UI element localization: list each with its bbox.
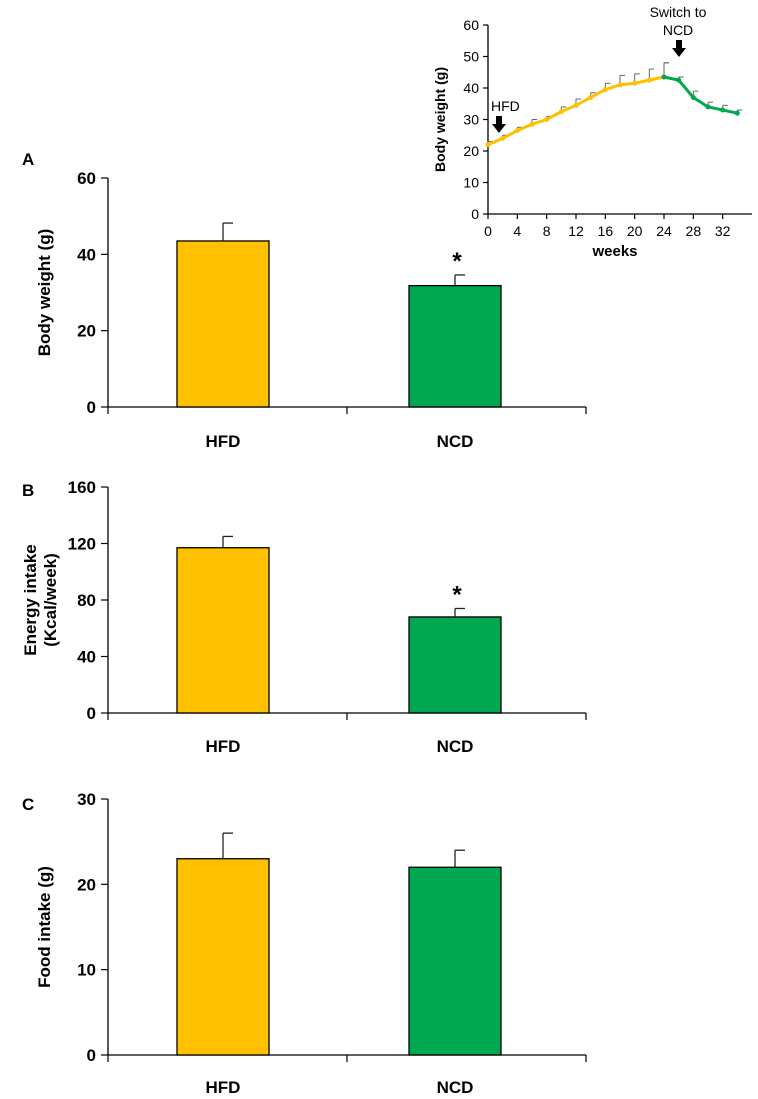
y-tick-label-c-0: 0: [87, 1046, 96, 1065]
inset-point-hfd-11: [646, 77, 652, 83]
panel-label-c: C: [22, 795, 34, 814]
panel-c: C 0 10 20 30 Food intake (g) HFD NCD: [22, 790, 587, 1097]
inset-point-hfd-7: [588, 94, 594, 100]
inset-point-hfd-2: [514, 128, 520, 134]
y-tick-label-a-60: 60: [77, 169, 96, 188]
y-tick-label-a-40: 40: [77, 245, 96, 264]
y-tick-label-a-20: 20: [77, 322, 96, 341]
inset-y-tick-label-20: 20: [463, 143, 479, 159]
y-axis-title-b: Energy intake(Kcal/week): [21, 544, 60, 656]
inset-point-hfd-10: [632, 80, 638, 86]
inset-point-ncd-2: [690, 94, 696, 100]
bar-b-ncd: [408, 616, 502, 714]
y-axis-title-line-b-1: (Kcal/week): [41, 553, 60, 647]
inset-point-ncd-3: [705, 104, 711, 110]
category-label-a-hfd: HFD: [206, 432, 241, 451]
y-axis-title-a: Body weight (g): [35, 229, 54, 356]
inset-x-tick-label-12: 12: [568, 223, 584, 239]
category-label-c-ncd: NCD: [437, 1078, 474, 1097]
bar-c-hfd: [176, 858, 270, 1056]
y-tick-label-b-120: 120: [68, 535, 96, 554]
inset-point-ncd-0: [661, 74, 667, 80]
inset-point-hfd-1: [500, 135, 506, 141]
y-axis-title-line-b-0: Energy intake: [21, 544, 40, 656]
inset-point-hfd-8: [602, 87, 608, 93]
category-label-b-ncd: NCD: [437, 737, 474, 756]
bar-a-hfd: [176, 240, 270, 408]
inset-x-tick-label-8: 8: [543, 223, 551, 239]
category-label-a-ncd: NCD: [437, 432, 474, 451]
y-tick-label-b-160: 160: [68, 478, 96, 497]
panel-label-a: A: [22, 150, 34, 169]
y-tick-label-b-0: 0: [87, 704, 96, 723]
inset-x-tick-label-28: 28: [686, 223, 702, 239]
inset-y-tick-label-10: 10: [463, 175, 479, 191]
y-tick-label-c-30: 30: [77, 790, 96, 809]
inset-point-ncd-5: [734, 110, 740, 116]
inset-y-tick-label-30: 30: [463, 112, 479, 128]
inset-point-hfd-5: [558, 109, 564, 115]
inset-point-hfd-3: [529, 121, 535, 127]
inset-y-tick-label-0: 0: [471, 206, 479, 222]
bar-c-ncd: [408, 866, 502, 1056]
y-tick-label-b-40: 40: [77, 648, 96, 667]
category-label-b-hfd: HFD: [206, 737, 241, 756]
inset-x-axis-title: weeks: [591, 243, 637, 260]
inset-arrow-switch: [672, 40, 686, 57]
inset-y-tick-label-50: 50: [463, 49, 479, 65]
inset-point-hfd-6: [573, 102, 579, 108]
category-label-c-hfd: HFD: [206, 1078, 241, 1097]
inset-annotation-switch-line1: Switch to: [650, 4, 707, 20]
y-tick-label-b-80: 80: [77, 591, 96, 610]
inset-point-hfd-0: [485, 142, 491, 148]
inset-x-tick-label-0: 0: [484, 223, 492, 239]
inset-arrow-hfd: [492, 116, 506, 133]
y-tick-label-c-10: 10: [77, 961, 96, 980]
inset-series-line-ncd: [663, 75, 738, 115]
inset-x-tick-label-24: 24: [656, 223, 672, 239]
inset-annotation-switch-line2: NCD: [663, 22, 693, 38]
y-tick-label-c-20: 20: [77, 875, 96, 894]
panel-b: B 0 40 80 120 160 Energy intake(Kcal/week) HFD N…: [21, 478, 587, 756]
inset-x-tick-label-20: 20: [627, 223, 643, 239]
y-tick-label-a-0: 0: [87, 398, 96, 417]
y-axis-title-c: Food intake (g): [35, 866, 54, 988]
inset-annotation-hfd: HFD: [491, 98, 520, 114]
bar-a-ncd: [408, 284, 502, 408]
inset-point-hfd-4: [544, 117, 550, 122]
significance-marker-b-ncd: *: [452, 581, 462, 608]
inset-point-ncd-4: [720, 107, 726, 113]
inset-x-tick-label-4: 4: [513, 223, 521, 239]
inset-y-axis-title: Body weight (g): [432, 67, 448, 172]
inset-y-tick-label-60: 60: [463, 17, 479, 33]
inset-x-tick-label-16: 16: [598, 223, 614, 239]
inset-point-ncd-1: [676, 77, 682, 83]
inset-point-hfd-9: [617, 82, 623, 88]
bar-b-hfd: [176, 547, 270, 714]
inset-y-tick-label-40: 40: [463, 80, 479, 96]
inset-x-tick-label-32: 32: [715, 223, 731, 239]
panel-label-b: B: [22, 481, 34, 500]
significance-marker-a-ncd: *: [452, 248, 462, 275]
inset-timecourse: 0 10 20 30 40 50 60 0 4 8 12 16 20 24 28 32 weeks Body we…: [432, 4, 752, 260]
